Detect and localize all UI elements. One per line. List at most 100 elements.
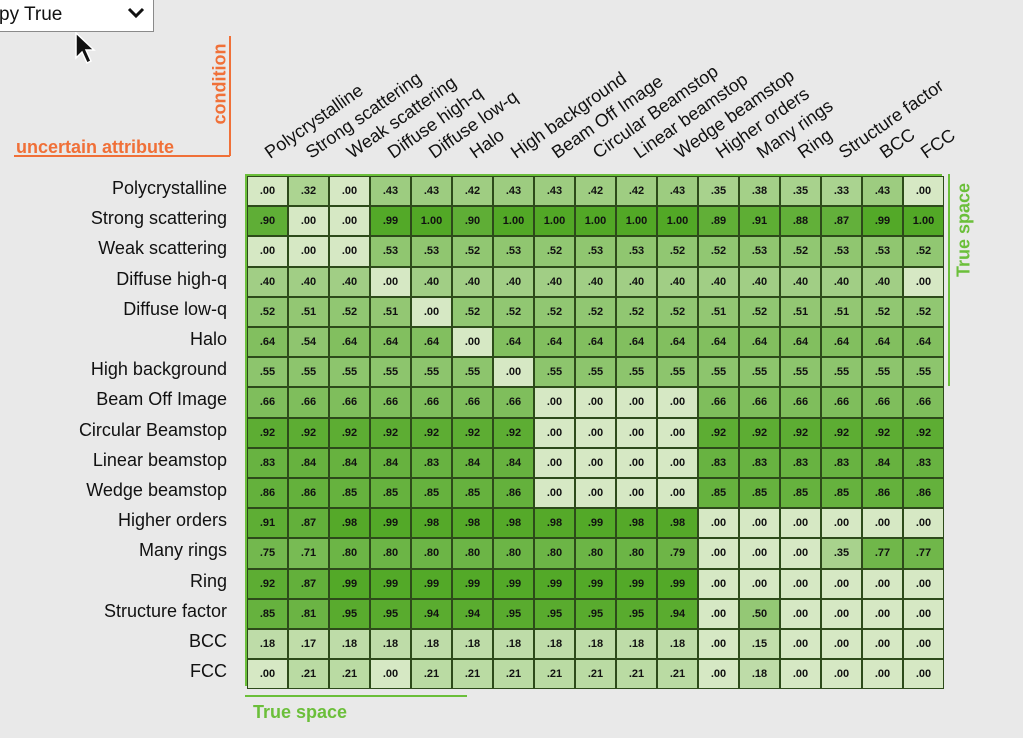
heatmap-cell: .92	[247, 568, 288, 599]
heatmap-cell: .52	[452, 296, 493, 327]
heatmap-cell: .95	[493, 598, 534, 629]
heatmap-cell: .92	[288, 417, 329, 448]
heatmap-cell: .64	[370, 327, 411, 358]
heatmap-cell: .92	[821, 417, 862, 448]
heatmap-cell: .52	[903, 236, 944, 267]
heatmap-cell: .66	[493, 387, 534, 418]
heatmap-cell: .75	[247, 538, 288, 569]
true-space-right-text: True space	[953, 182, 974, 278]
heatmap-cell: .53	[411, 236, 452, 267]
heatmap-cell: .00	[616, 478, 657, 509]
heatmap-cell: .71	[288, 538, 329, 569]
heatmap-cell: .91	[247, 508, 288, 539]
heatmap-cell: .66	[739, 387, 780, 418]
heatmap-cell: .86	[247, 478, 288, 509]
heatmap-cell: .33	[821, 176, 862, 207]
heatmap-cell: .55	[698, 357, 739, 388]
heatmap-cell: .00	[780, 508, 821, 539]
heatmap-cell: .18	[329, 629, 370, 660]
heatmap-cell: .95	[329, 598, 370, 629]
heatmap-cell: .18	[739, 659, 780, 690]
row-header-fcc: FCC	[190, 661, 227, 682]
heatmap-cell: .00	[247, 659, 288, 690]
row-header-diffuse-low-q: Diffuse low-q	[123, 298, 227, 319]
heatmap-cell: .85	[411, 478, 452, 509]
heatmap-cell: .55	[903, 357, 944, 388]
heatmap-cell: .92	[329, 417, 370, 448]
heatmap-cell: .55	[821, 357, 862, 388]
heatmap-cell: .51	[780, 296, 821, 327]
heatmap-cell: .83	[903, 447, 944, 478]
heatmap-cell: .00	[780, 538, 821, 569]
heatmap-cell: .89	[698, 206, 739, 237]
heatmap-cell: .51	[370, 296, 411, 327]
heatmap-cell: .54	[288, 327, 329, 358]
heatmap-cell: .84	[370, 447, 411, 478]
heatmap-cell: .18	[616, 629, 657, 660]
heatmap-cell: .84	[329, 447, 370, 478]
heatmap-cell: .00	[780, 598, 821, 629]
heatmap-cell: .40	[616, 266, 657, 297]
heatmap-cell: .00	[821, 598, 862, 629]
heatmap-cell: .79	[657, 538, 698, 569]
heatmap-cell: .50	[739, 598, 780, 629]
heatmap-cell: .18	[452, 629, 493, 660]
heatmap-cell: .85	[247, 598, 288, 629]
heatmap-cell: .99	[616, 568, 657, 599]
heatmap-cell: .98	[493, 508, 534, 539]
heatmap-cell: .55	[575, 357, 616, 388]
heatmap-cell: .00	[821, 508, 862, 539]
label-select-dropdown[interactable]: py True	[0, 0, 154, 32]
dropdown-selected-value: py True	[0, 4, 63, 25]
heatmap-cell: .66	[452, 387, 493, 418]
heatmap-cell: .40	[657, 266, 698, 297]
heatmap-cell: .66	[821, 387, 862, 418]
heatmap-cell: .84	[452, 447, 493, 478]
heatmap-cell: .53	[862, 236, 903, 267]
heatmap-cell: .00	[616, 417, 657, 448]
heatmap-cell: .38	[739, 176, 780, 207]
heatmap-cell: .00	[698, 508, 739, 539]
heatmap-cell: .00	[739, 508, 780, 539]
heatmap-cell: .00	[411, 296, 452, 327]
heatmap-cell: .95	[370, 598, 411, 629]
row-header-many-rings: Many rings	[138, 540, 227, 561]
heatmap-cell: .00	[739, 538, 780, 569]
heatmap-cell: .80	[411, 538, 452, 569]
heatmap-cell: .64	[862, 327, 903, 358]
row-header-diffuse-high-q: Diffuse high-q	[116, 268, 227, 289]
heatmap-cell: .43	[862, 176, 903, 207]
heatmap-cell: .00	[903, 629, 944, 660]
heatmap-cell: .99	[575, 508, 616, 539]
heatmap-cell: .40	[247, 266, 288, 297]
heatmap-cell: .55	[739, 357, 780, 388]
row-header-higher-orders: Higher orders	[117, 510, 227, 531]
heatmap-cell: .94	[452, 598, 493, 629]
heatmap-cell: .35	[821, 538, 862, 569]
chevron-down-icon[interactable]	[127, 6, 145, 25]
heatmap-cell: .18	[575, 629, 616, 660]
heatmap-cell: .83	[739, 447, 780, 478]
heatmap-cell: .66	[329, 387, 370, 418]
heatmap-cell: .94	[411, 598, 452, 629]
heatmap-cell: .18	[247, 629, 288, 660]
heatmap-cell: .00	[616, 387, 657, 418]
heatmap-cell: .52	[493, 296, 534, 327]
heatmap-cell: .43	[657, 176, 698, 207]
heatmap-cell: .86	[862, 478, 903, 509]
heatmap-cell: .84	[493, 447, 534, 478]
heatmap-cell: .91	[739, 206, 780, 237]
heatmap-cell: .64	[821, 327, 862, 358]
heatmap-cell: .00	[698, 538, 739, 569]
heatmap-cell: .64	[780, 327, 821, 358]
heatmap-cell: .66	[288, 387, 329, 418]
heatmap-cell: .64	[411, 327, 452, 358]
heatmap-cell: .00	[452, 327, 493, 358]
heatmap-cell: 1.00	[534, 206, 575, 237]
heatmap-cell: .52	[534, 296, 575, 327]
heatmap-cell: .66	[862, 387, 903, 418]
heatmap-cell: .40	[329, 266, 370, 297]
heatmap-cell: .00	[903, 659, 944, 690]
heatmap-cell: .00	[903, 176, 944, 207]
heatmap-cell: .40	[452, 266, 493, 297]
